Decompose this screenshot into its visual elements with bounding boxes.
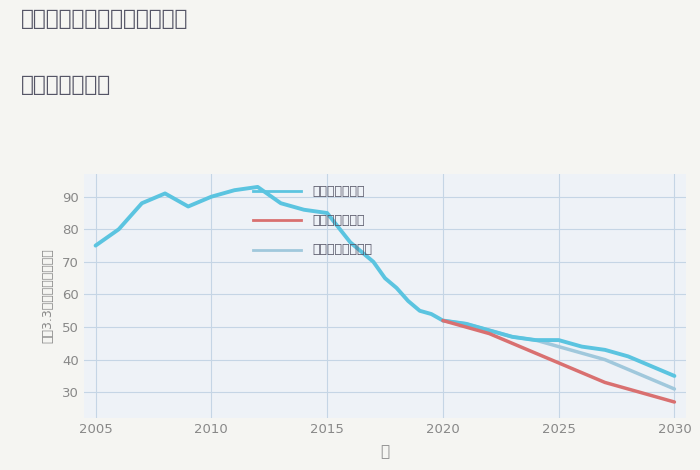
Text: バッドシナリオ: バッドシナリオ <box>313 214 365 227</box>
Text: ノーマルシナリオ: ノーマルシナリオ <box>313 243 373 256</box>
Text: 神奈川県相模原市南区当麻の: 神奈川県相模原市南区当麻の <box>21 9 188 30</box>
X-axis label: 年: 年 <box>380 445 390 460</box>
Text: 土地の価格推移: 土地の価格推移 <box>21 75 111 95</box>
Y-axis label: 坪（3.3㎡）単価（万円）: 坪（3.3㎡）単価（万円） <box>41 249 54 344</box>
Text: グッドシナリオ: グッドシナリオ <box>313 185 365 197</box>
